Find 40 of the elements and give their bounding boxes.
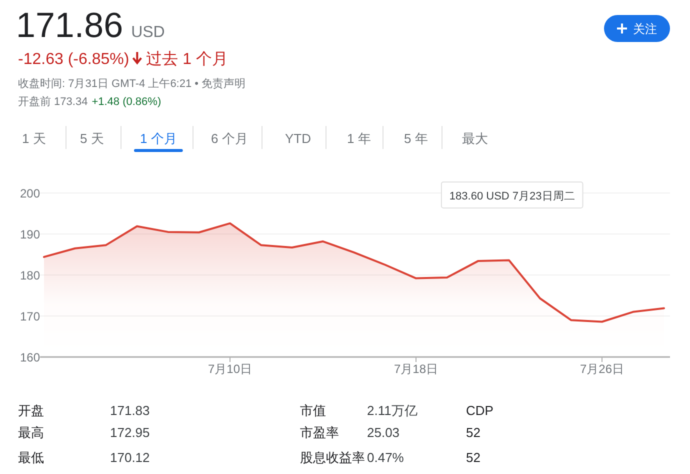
x-tick-label: 7月26日	[580, 362, 624, 376]
text: -12.63 (-6.85%)	[18, 51, 130, 68]
text: 5 年	[404, 131, 428, 146]
text: 52	[466, 450, 480, 465]
text: 最低	[18, 450, 44, 465]
text: 过去 1 个月	[146, 50, 228, 68]
text: 最大	[462, 131, 488, 146]
text: 171.83	[110, 403, 150, 418]
text: 172.95	[110, 425, 150, 440]
text: 170.12	[110, 450, 150, 465]
text: 收盘时间: 7月31日 GMT-4 上午6:21 • 免责声明	[18, 77, 246, 90]
text: 最高	[18, 425, 44, 440]
text: 开盘	[18, 403, 44, 418]
y-tick-label: 170	[20, 310, 40, 324]
x-tick-label: 7月10日	[208, 362, 252, 376]
text: 1 个月	[140, 131, 177, 146]
text: +1.48 (0.86%)	[92, 96, 162, 108]
annotation: 183.60 USD 7月23日周二	[449, 190, 575, 202]
text: USD	[131, 24, 165, 41]
y-tick-label: 200	[20, 186, 40, 200]
text: 1 天	[22, 131, 46, 146]
text: 5 天	[80, 131, 104, 146]
text: 股息收益率	[300, 450, 365, 465]
y-tick-label: 190	[20, 228, 40, 242]
text: 25.03	[367, 425, 400, 440]
text: CDP	[466, 403, 494, 418]
text: 6 个月	[211, 131, 248, 146]
text: 171.86	[16, 6, 124, 45]
text: YTD	[285, 131, 311, 146]
text: 开盘前 173.34	[18, 96, 88, 108]
text: 2.11万亿	[367, 403, 418, 418]
text: 1 年	[347, 131, 371, 146]
text: 市盈率	[300, 425, 339, 440]
text: 0.47%	[367, 450, 404, 465]
text: 市值	[300, 403, 326, 418]
x-tick-label: 7月18日	[394, 362, 438, 376]
text: 52	[466, 425, 480, 440]
text: 关注	[633, 22, 657, 36]
y-tick-label: 180	[20, 268, 40, 282]
y-tick-label: 160	[20, 350, 40, 364]
